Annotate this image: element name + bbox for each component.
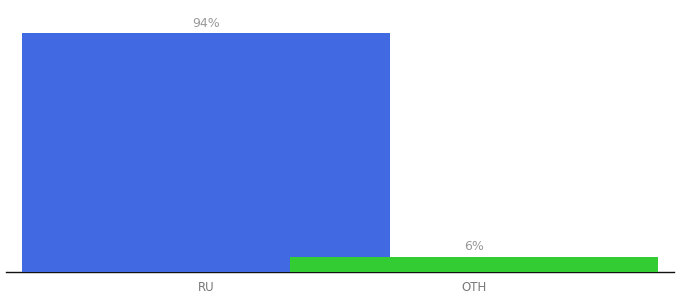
- Bar: [290, 256, 658, 272]
- Text: 6%: 6%: [464, 240, 483, 253]
- Text: 94%: 94%: [192, 16, 220, 30]
- Bar: [22, 33, 390, 272]
